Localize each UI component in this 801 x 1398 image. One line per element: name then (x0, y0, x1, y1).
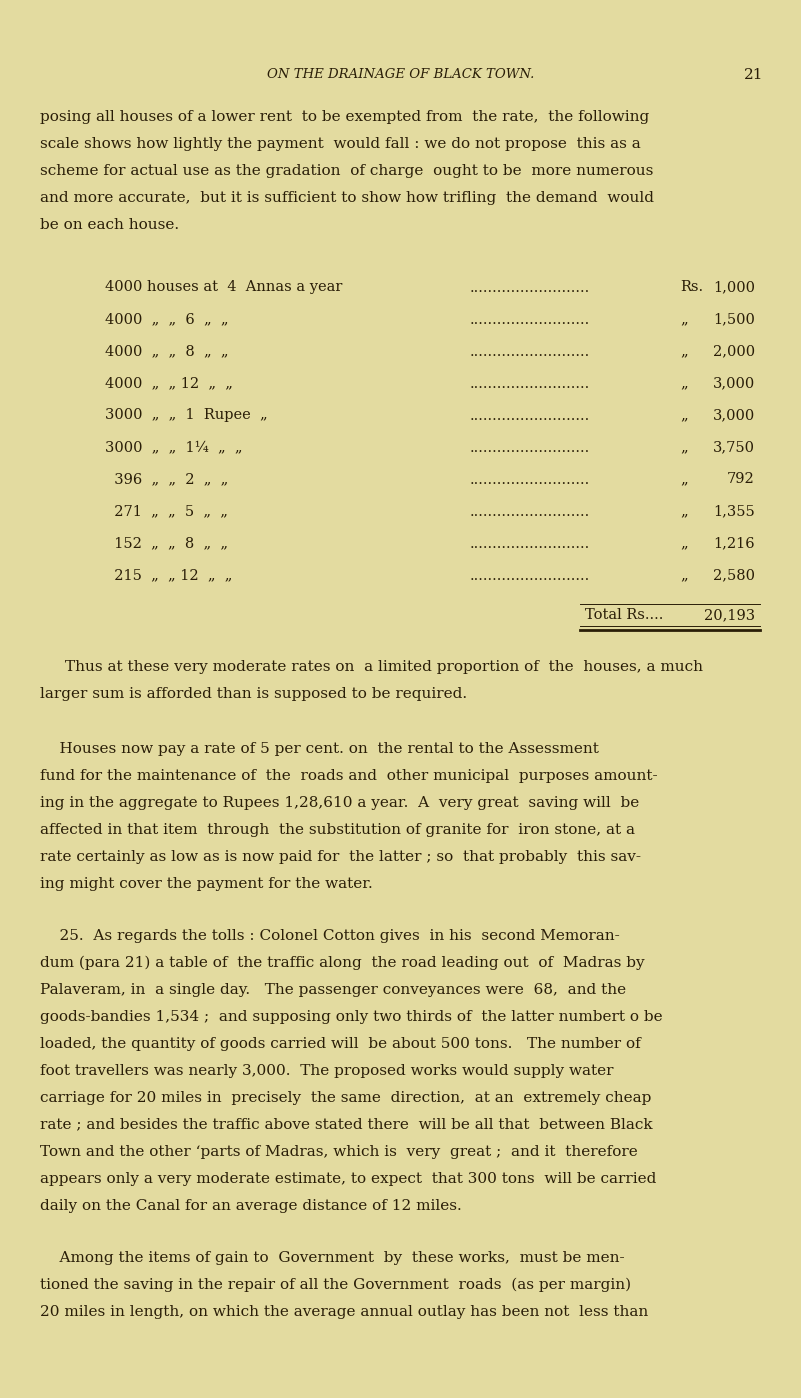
Text: Rs.: Rs. (680, 280, 703, 294)
Text: rate ; and besides the traffic above stated there  will be all that  between Bla: rate ; and besides the traffic above sta… (40, 1117, 653, 1131)
Text: ing in the aggregate to Rupees 1,28,610 a year.  A  very great  saving will  be: ing in the aggregate to Rupees 1,28,610 … (40, 795, 639, 809)
Text: 792: 792 (727, 473, 755, 487)
Text: 152  „  „  8  „  „: 152 „ „ 8 „ „ (105, 535, 228, 549)
Text: Palaveram, in  a single day.   The passenger conveyances were  68,  and the: Palaveram, in a single day. The passenge… (40, 983, 626, 997)
Text: ..........................: .......................... (470, 505, 590, 519)
Text: dum (para 21) a table of  the traffic along  the road leading out  of  Madras by: dum (para 21) a table of the traffic alo… (40, 956, 645, 970)
Text: 1,000: 1,000 (713, 280, 755, 294)
Text: 3000  „  „  1¼  „  „: 3000 „ „ 1¼ „ „ (105, 440, 243, 454)
Text: „: „ (680, 440, 687, 454)
Text: 215  „  „ 12  „  „: 215 „ „ 12 „ „ (105, 568, 232, 582)
Text: ..........................: .......................... (470, 569, 590, 583)
Text: tioned the saving in the repair of all the Government  roads  (as per margin): tioned the saving in the repair of all t… (40, 1278, 631, 1292)
Text: Total Rs....: Total Rs.... (585, 608, 663, 622)
Text: 1,355: 1,355 (713, 505, 755, 519)
Text: „: „ (680, 473, 687, 487)
Text: 1,500: 1,500 (713, 312, 755, 326)
Text: 3000  „  „  1  Rupee  „: 3000 „ „ 1 Rupee „ (105, 408, 268, 422)
Text: 4000 houses at  4  Annas a year: 4000 houses at 4 Annas a year (105, 280, 347, 294)
Text: larger sum is afforded than is supposed to be required.: larger sum is afforded than is supposed … (40, 686, 467, 700)
Text: ..........................: .......................... (470, 281, 590, 295)
Text: ..........................: .......................... (470, 410, 590, 424)
Text: 3,000: 3,000 (713, 408, 755, 422)
Text: foot travellers was nearly 3,000.  The proposed works would supply water: foot travellers was nearly 3,000. The pr… (40, 1064, 614, 1078)
Text: 25.  As regards the tolls : Colonel Cotton gives  in his  second Memoran-: 25. As regards the tolls : Colonel Cotto… (40, 928, 620, 942)
Text: be on each house.: be on each house. (40, 218, 179, 232)
Text: 20,193: 20,193 (704, 608, 755, 622)
Text: posing all houses of a lower rent  to be exempted from  the rate,  the following: posing all houses of a lower rent to be … (40, 110, 650, 124)
Text: ..........................: .......................... (470, 440, 590, 454)
Text: „: „ (680, 344, 687, 358)
Text: 1,216: 1,216 (714, 535, 755, 549)
Text: 396  „  „  2  „  „: 396 „ „ 2 „ „ (105, 473, 228, 487)
Text: 20 miles in length, on which the average annual outlay has been not  less than: 20 miles in length, on which the average… (40, 1304, 648, 1318)
Text: fund for the maintenance of  the  roads and  other municipal  purposes amount-: fund for the maintenance of the roads an… (40, 769, 658, 783)
Text: 2,000: 2,000 (713, 344, 755, 358)
Text: rate certainly as low as is now paid for  the latter ; so  that probably  this s: rate certainly as low as is now paid for… (40, 850, 641, 864)
Text: 4000  „  „ 12  „  „: 4000 „ „ 12 „ „ (105, 376, 233, 390)
Text: ..........................: .......................... (470, 377, 590, 391)
Text: ON THE DRAINAGE OF BLACK TOWN.: ON THE DRAINAGE OF BLACK TOWN. (267, 69, 534, 81)
Text: goods-bandies 1,534 ;  and supposing only two thirds of  the latter numbert o be: goods-bandies 1,534 ; and supposing only… (40, 1009, 662, 1023)
Text: ..........................: .......................... (470, 313, 590, 327)
Text: loaded, the quantity of goods carried will  be about 500 tons.   The number of: loaded, the quantity of goods carried wi… (40, 1036, 641, 1051)
Text: 21: 21 (743, 69, 763, 82)
Text: carriage for 20 miles in  precisely  the same  direction,  at an  extremely chea: carriage for 20 miles in precisely the s… (40, 1090, 651, 1104)
Text: ing might cover the payment for the water.: ing might cover the payment for the wate… (40, 877, 372, 891)
Text: ..........................: .......................... (470, 537, 590, 551)
Text: 3,000: 3,000 (713, 376, 755, 390)
Text: Thus at these very moderate rates on  a limited proportion of  the  houses, a mu: Thus at these very moderate rates on a l… (65, 660, 703, 674)
Text: 4000  „  „  6  „  „: 4000 „ „ 6 „ „ (105, 312, 228, 326)
Text: appears only a very moderate estimate, to expect  that 300 tons  will be carried: appears only a very moderate estimate, t… (40, 1172, 656, 1186)
Text: ..........................: .......................... (470, 473, 590, 487)
Text: affected in that item  through  the substitution of granite for  iron stone, at : affected in that item through the substi… (40, 822, 635, 836)
Text: „: „ (680, 535, 687, 549)
Text: „: „ (680, 376, 687, 390)
Text: Among the items of gain to  Government  by  these works,  must be men-: Among the items of gain to Government by… (40, 1251, 625, 1265)
Text: „: „ (680, 312, 687, 326)
Text: ..........................: .......................... (470, 345, 590, 359)
Text: „: „ (680, 505, 687, 519)
Text: 271  „  „  5  „  „: 271 „ „ 5 „ „ (105, 505, 227, 519)
Text: „: „ (680, 568, 687, 582)
Text: scale shows how lightly the payment  would fall : we do not propose  this as a: scale shows how lightly the payment woul… (40, 137, 641, 151)
Text: 2,580: 2,580 (713, 568, 755, 582)
Text: 4000  „  „  8  „  „: 4000 „ „ 8 „ „ (105, 344, 228, 358)
Text: Houses now pay a rate of 5 per cent. on  the rental to the Assessment: Houses now pay a rate of 5 per cent. on … (40, 741, 599, 755)
Text: Town and the other ‘parts of Madras, which is  very  great ;  and it  therefore: Town and the other ‘parts of Madras, whi… (40, 1145, 638, 1159)
Text: „: „ (680, 408, 687, 422)
Text: and more accurate,  but it is sufficient to show how trifling  the demand  would: and more accurate, but it is sufficient … (40, 192, 654, 206)
Text: daily on the Canal for an average distance of 12 miles.: daily on the Canal for an average distan… (40, 1198, 461, 1212)
Text: scheme for actual use as the gradation  of charge  ought to be  more numerous: scheme for actual use as the gradation o… (40, 164, 654, 178)
Text: 3,750: 3,750 (713, 440, 755, 454)
